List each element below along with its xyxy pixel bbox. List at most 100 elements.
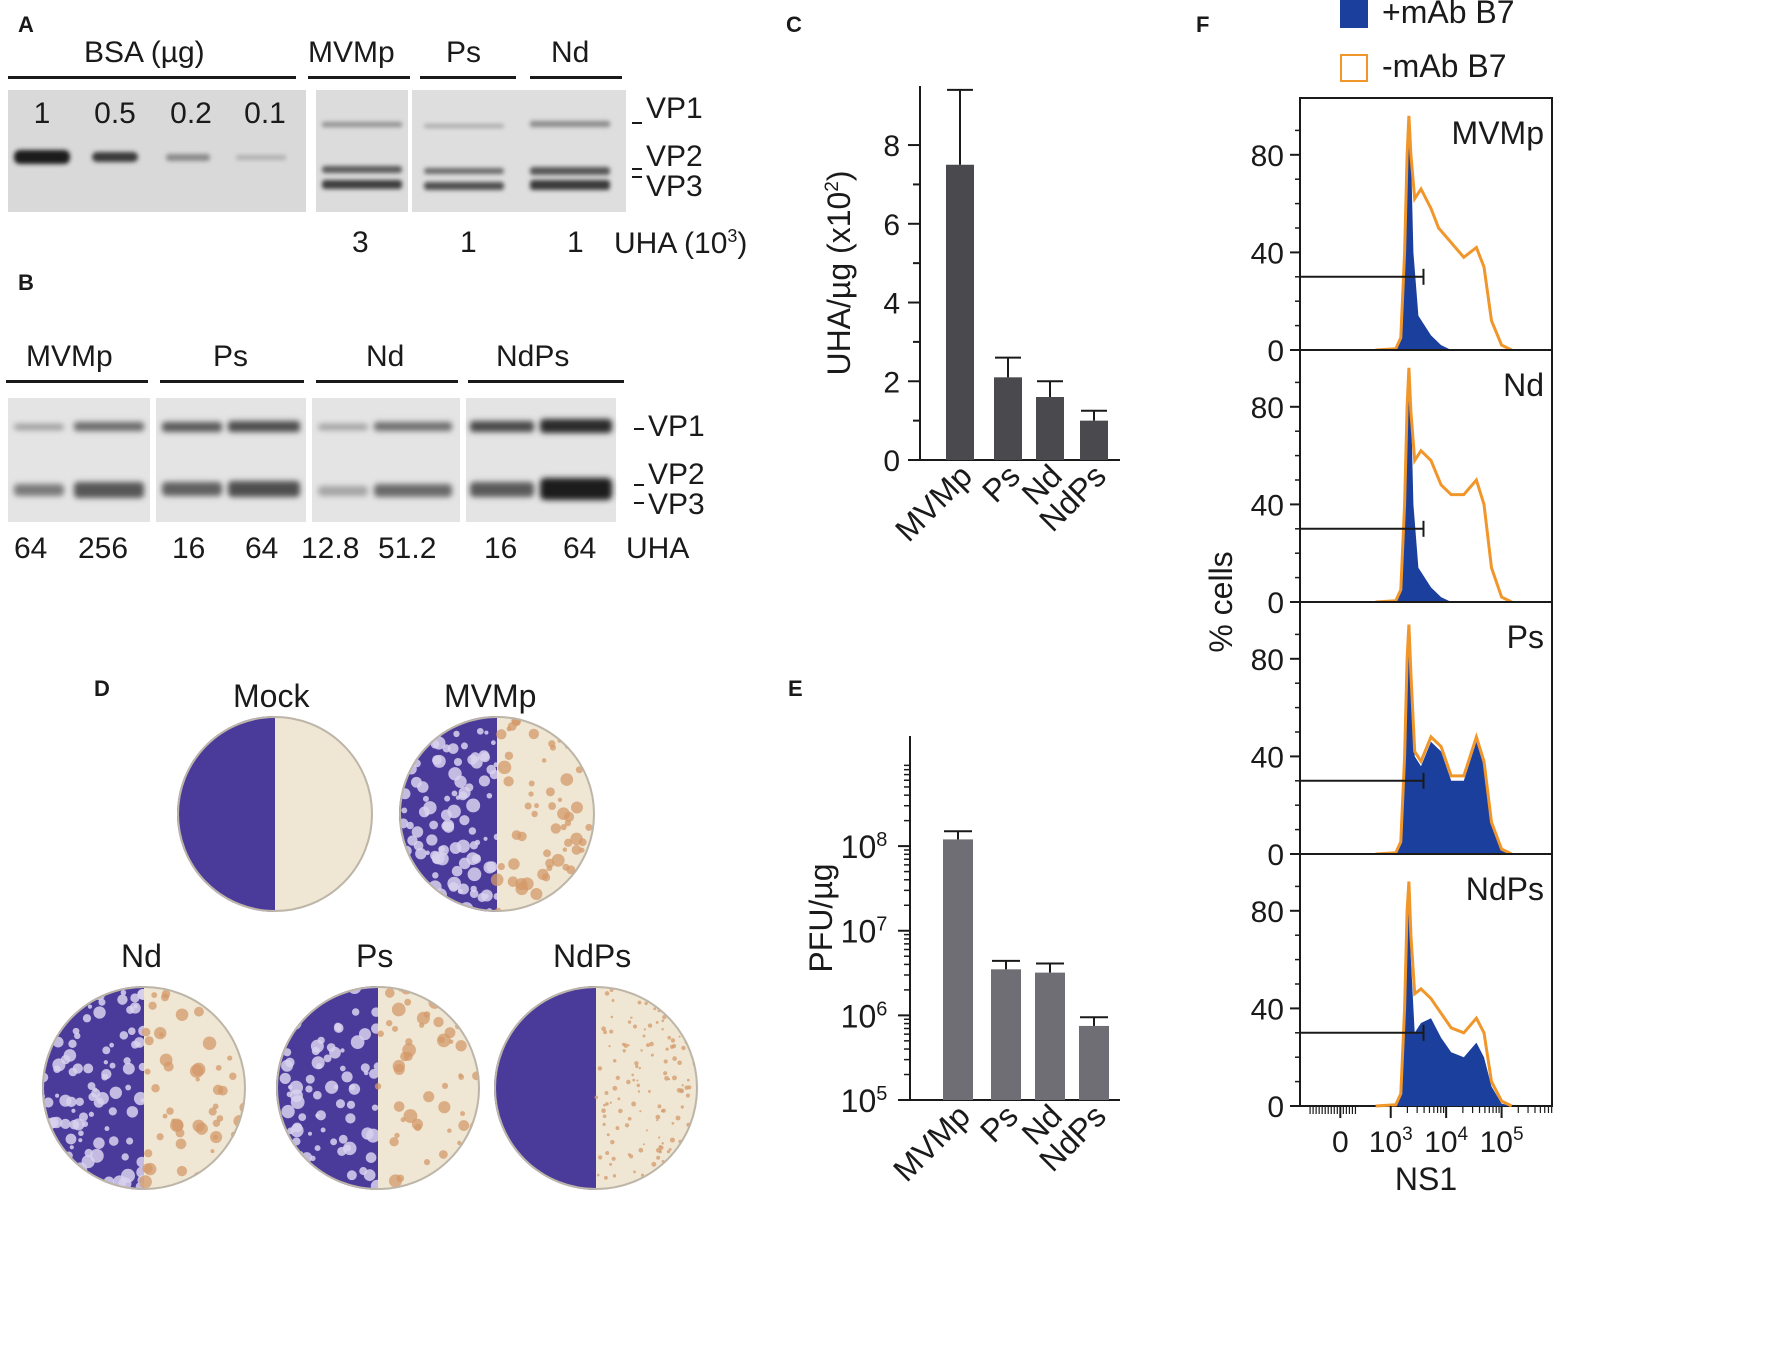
plaque-clear <box>401 888 413 900</box>
plaque-clear <box>42 1131 53 1142</box>
plaque-clear <box>323 1054 332 1063</box>
plaque-spot <box>374 1083 382 1090</box>
plaque-spot <box>680 1090 683 1093</box>
a-band-vp2: VP2 <box>646 140 703 173</box>
plaque-spot <box>156 1133 164 1141</box>
plaque-clear <box>365 1152 377 1163</box>
plaque-clear <box>138 1062 144 1072</box>
plaque-spot <box>601 1026 606 1032</box>
f-sub-label-mvmp: MVMp <box>1452 115 1544 151</box>
plaque-clear <box>329 1046 341 1059</box>
plaque-clear <box>371 1023 378 1034</box>
plaque-clear <box>338 1134 348 1144</box>
plaque-spot <box>612 1174 617 1178</box>
plaque-clear <box>399 861 408 871</box>
a-header-nd: Nd <box>551 36 590 69</box>
b-uha-4: 64 <box>245 532 279 565</box>
plaque-clear <box>72 1118 85 1131</box>
plaque-spot <box>677 1011 682 1015</box>
plaque-spot <box>511 830 522 840</box>
plaque-clear <box>316 986 325 991</box>
b-uha-5: 12.8 <box>301 532 360 565</box>
c-tick-label-3: 6 <box>883 209 900 242</box>
plaque-spot <box>604 991 610 996</box>
plaque-clear <box>122 1062 135 1075</box>
plaque-spot <box>669 1137 675 1143</box>
plaque-clear <box>493 762 497 768</box>
f-y-tick-label: 40 <box>1251 741 1284 774</box>
plaque-spot <box>543 849 551 858</box>
plaque-clear <box>108 1136 119 1146</box>
plaque-clear <box>314 986 321 991</box>
plaque-clear <box>60 1151 65 1156</box>
c-bar-mvmp <box>946 164 974 460</box>
plaque-spot <box>224 987 237 1000</box>
plaque-spot <box>604 1091 609 1095</box>
plaque-clear <box>84 1148 93 1158</box>
plate-stain-half <box>494 986 596 1190</box>
plaque-spot <box>548 802 557 811</box>
plaque-spot <box>667 1035 672 1040</box>
plaque-clear <box>75 1097 84 1106</box>
panel-b-western <box>8 398 616 522</box>
plaque-spot <box>646 1043 650 1048</box>
plaque-clear <box>286 1091 293 1098</box>
plaque-spot <box>534 803 540 809</box>
plaque-spot <box>228 1008 238 1018</box>
plaque-spot <box>546 865 553 872</box>
plaque-spot <box>563 811 575 822</box>
plaque-spot <box>541 758 547 763</box>
f-y-tick-label: 0 <box>1267 335 1284 368</box>
plaque-spot <box>192 991 202 1001</box>
plaque-spot <box>448 1039 454 1044</box>
c-bar-nd <box>1036 397 1064 460</box>
plaque-spot <box>528 780 535 787</box>
b-rule-ndps <box>468 380 624 383</box>
plaque-spot <box>612 1059 617 1063</box>
plaque-spot <box>569 729 583 744</box>
plaque-clear <box>283 1010 293 1020</box>
plaque-clear <box>276 1020 281 1030</box>
plaque-clear <box>425 850 430 856</box>
plaque-spot <box>575 721 582 728</box>
plaque-spot <box>670 1038 676 1043</box>
f-sub-label-ndps: NdPs <box>1466 871 1544 907</box>
plaque-spot <box>676 1150 681 1154</box>
plaque-clear <box>320 1127 326 1133</box>
plaque-spot <box>677 995 681 998</box>
plaque-clear <box>42 1160 52 1173</box>
plaque-spot <box>658 1136 661 1139</box>
plaque-spot <box>402 1043 416 1057</box>
plaque-clear <box>427 888 432 894</box>
plaque-clear <box>120 989 127 996</box>
plate-label-nd: Nd <box>121 938 162 974</box>
plaque-spot <box>689 1043 692 1046</box>
plaque-spot <box>618 1108 623 1114</box>
plaque-spot <box>643 1028 647 1031</box>
plaque-clear <box>305 1172 310 1177</box>
plaque-spot <box>438 1150 448 1159</box>
plaque-spot <box>202 1036 217 1051</box>
plaque-spot <box>229 1072 237 1080</box>
panel-d-plates <box>42 716 698 1190</box>
plaque-clear <box>430 850 440 861</box>
plaque-clear <box>480 889 493 902</box>
plaque-spot <box>195 1122 208 1135</box>
plaque-spot <box>207 995 217 1004</box>
plaque-spot <box>460 1111 466 1117</box>
a-uha-nd: 1 <box>567 226 584 259</box>
plaque-spot <box>664 1075 669 1081</box>
plaque-clear <box>93 1006 106 1019</box>
plaque-clear <box>42 1130 52 1144</box>
plate-nd <box>42 986 246 1190</box>
plaque-clear <box>369 1068 378 1079</box>
plaque-clear <box>304 1165 312 1172</box>
plaque-spot <box>176 1165 188 1177</box>
plaque-clear <box>404 716 410 719</box>
plaque-clear <box>466 798 481 813</box>
bsa-amount-4: 0.1 <box>244 97 286 130</box>
plaque-clear <box>451 865 463 877</box>
plaque-spot <box>655 1021 659 1024</box>
plaque-spot <box>560 773 574 786</box>
plaque-clear <box>285 1170 293 1179</box>
